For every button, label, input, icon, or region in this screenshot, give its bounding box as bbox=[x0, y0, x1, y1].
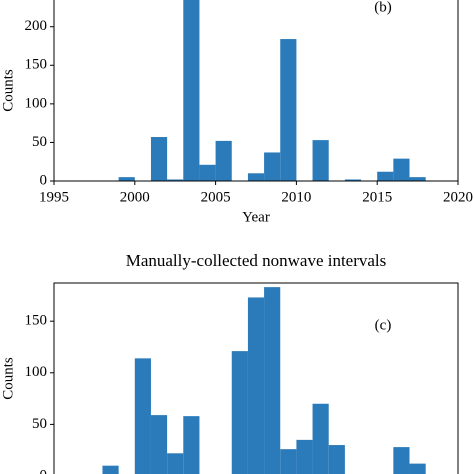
bar bbox=[150, 137, 168, 181]
bar bbox=[264, 287, 281, 474]
bar bbox=[167, 179, 184, 181]
bar bbox=[183, 0, 200, 181]
bar bbox=[264, 152, 281, 181]
bar bbox=[231, 351, 248, 474]
bar bbox=[344, 179, 362, 181]
x-tick-label: 1995 bbox=[39, 189, 69, 205]
bar bbox=[134, 358, 151, 474]
bar bbox=[102, 465, 119, 474]
bar bbox=[280, 39, 297, 181]
plot-frame bbox=[53, 282, 459, 474]
x-tick-label: 2010 bbox=[281, 189, 311, 205]
y-axis-label: Counts bbox=[0, 357, 16, 400]
panel-label: (b) bbox=[374, 0, 392, 15]
y-tick-label: 50 bbox=[32, 134, 47, 150]
bar bbox=[393, 447, 410, 474]
bars bbox=[118, 0, 426, 181]
y-tick-label: 100 bbox=[25, 95, 48, 111]
y-tick-label: 150 bbox=[25, 313, 48, 329]
bar bbox=[215, 140, 232, 181]
bar bbox=[280, 449, 297, 474]
bar bbox=[183, 416, 200, 474]
bar bbox=[150, 415, 168, 474]
bar bbox=[247, 297, 265, 474]
bar bbox=[167, 453, 184, 474]
panel-label: (c) bbox=[375, 317, 392, 333]
bar bbox=[296, 439, 313, 474]
y-tick-label: 0 bbox=[40, 172, 48, 188]
bar bbox=[409, 177, 426, 181]
x-tick-label: 2000 bbox=[120, 189, 150, 205]
bar bbox=[377, 171, 394, 181]
x-tick-label: 2020 bbox=[443, 189, 473, 205]
x-axis-label: Year bbox=[242, 209, 270, 225]
y-axis-label: Counts bbox=[0, 69, 16, 112]
x-tick-label: 2005 bbox=[201, 189, 231, 205]
y-tick-label: 200 bbox=[25, 18, 48, 34]
bar bbox=[312, 140, 329, 181]
y-tick-label: 100 bbox=[25, 364, 48, 380]
chart-title: Manually-collected nonwave intervals bbox=[126, 251, 387, 270]
plot-frame bbox=[53, 0, 459, 182]
bars bbox=[102, 287, 426, 474]
bar bbox=[199, 164, 216, 181]
bar bbox=[409, 463, 426, 474]
y-tick-label: 50 bbox=[32, 416, 47, 432]
bar bbox=[247, 173, 265, 181]
bar bbox=[393, 158, 410, 181]
y-tick-label: 0 bbox=[40, 467, 48, 474]
bar bbox=[118, 177, 135, 181]
bar bbox=[328, 445, 345, 474]
x-tick-label: 2015 bbox=[362, 189, 392, 205]
y-tick-label: 150 bbox=[25, 57, 48, 73]
bar bbox=[312, 403, 329, 474]
